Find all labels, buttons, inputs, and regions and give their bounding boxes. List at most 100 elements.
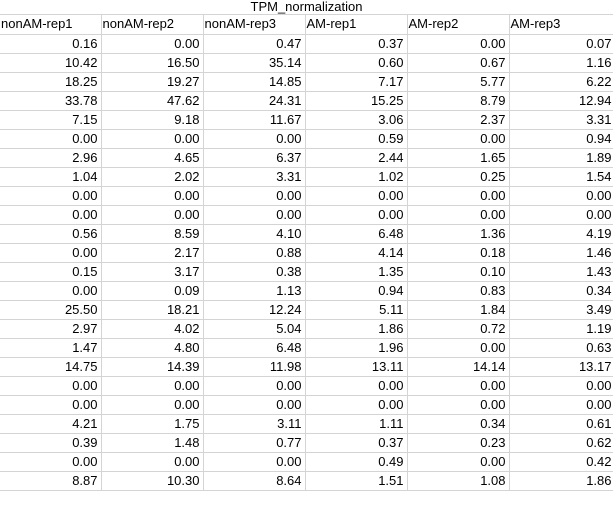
table-cell[interactable]: 0.63 xyxy=(509,338,613,358)
table-cell[interactable]: 0.00 xyxy=(407,34,510,54)
table-cell[interactable]: 0.00 xyxy=(101,452,204,472)
column-header-nonam-rep2[interactable]: nonAM-rep2 xyxy=(101,15,204,35)
table-cell[interactable]: 0.37 xyxy=(305,34,408,54)
table-cell[interactable]: 9.18 xyxy=(101,110,204,130)
table-cell[interactable]: 19.27 xyxy=(101,72,204,92)
table-cell[interactable]: 2.97 xyxy=(0,319,102,339)
table-cell[interactable]: 0.00 xyxy=(101,395,204,415)
table-cell[interactable]: 3.11 xyxy=(203,414,306,434)
table-cell[interactable]: 1.96 xyxy=(305,338,408,358)
table-cell[interactable]: 0.00 xyxy=(0,281,102,301)
table-cell[interactable]: 1.54 xyxy=(509,167,613,187)
table-cell[interactable]: 10.42 xyxy=(0,53,102,73)
table-cell[interactable]: 8.79 xyxy=(407,91,510,111)
table-cell[interactable]: 14.14 xyxy=(407,357,510,377)
table-cell[interactable]: 0.00 xyxy=(203,395,306,415)
table-cell[interactable]: 0.00 xyxy=(407,395,510,415)
table-cell[interactable]: 0.72 xyxy=(407,319,510,339)
table-cell[interactable]: 0.56 xyxy=(0,224,102,244)
column-header-am-rep1[interactable]: AM-rep1 xyxy=(305,15,408,35)
table-cell[interactable]: 1.46 xyxy=(509,243,613,263)
table-cell[interactable]: 1.43 xyxy=(509,262,613,282)
table-cell[interactable]: 12.94 xyxy=(509,91,613,111)
table-cell[interactable]: 12.24 xyxy=(203,300,306,320)
table-cell[interactable]: 2.17 xyxy=(101,243,204,263)
table-cell[interactable]: 15.25 xyxy=(305,91,408,111)
table-cell[interactable]: 0.00 xyxy=(509,395,613,415)
table-cell[interactable]: 14.75 xyxy=(0,357,102,377)
table-cell[interactable]: 4.10 xyxy=(203,224,306,244)
table-cell[interactable]: 0.00 xyxy=(0,243,102,263)
table-cell[interactable]: 1.86 xyxy=(305,319,408,339)
table-cell[interactable]: 4.65 xyxy=(101,148,204,168)
table-cell[interactable]: 0.18 xyxy=(407,243,510,263)
table-cell[interactable]: 6.48 xyxy=(305,224,408,244)
column-header-am-rep2[interactable]: AM-rep2 xyxy=(407,15,510,35)
table-cell[interactable]: 47.62 xyxy=(101,91,204,111)
table-cell[interactable]: 0.00 xyxy=(203,376,306,396)
table-cell[interactable]: 0.00 xyxy=(305,395,408,415)
table-cell[interactable]: 3.06 xyxy=(305,110,408,130)
table-cell[interactable]: 0.00 xyxy=(407,205,510,225)
table-cell[interactable]: 1.75 xyxy=(101,414,204,434)
table-cell[interactable]: 5.04 xyxy=(203,319,306,339)
table-cell[interactable]: 0.49 xyxy=(305,452,408,472)
table-cell[interactable]: 1.48 xyxy=(101,433,204,453)
table-cell[interactable]: 1.19 xyxy=(509,319,613,339)
table-cell[interactable]: 18.25 xyxy=(0,72,102,92)
table-cell[interactable]: 4.19 xyxy=(509,224,613,244)
table-cell[interactable]: 1.84 xyxy=(407,300,510,320)
table-cell[interactable]: 10.30 xyxy=(101,471,204,491)
table-cell[interactable]: 33.78 xyxy=(0,91,102,111)
table-cell[interactable]: 13.11 xyxy=(305,357,408,377)
table-cell[interactable]: 0.00 xyxy=(407,338,510,358)
table-cell[interactable]: 0.00 xyxy=(203,129,306,149)
table-cell[interactable]: 1.36 xyxy=(407,224,510,244)
table-cell[interactable]: 3.17 xyxy=(101,262,204,282)
table-cell[interactable]: 6.48 xyxy=(203,338,306,358)
table-cell[interactable]: 0.39 xyxy=(0,433,102,453)
table-cell[interactable]: 0.00 xyxy=(203,205,306,225)
table-cell[interactable]: 8.59 xyxy=(101,224,204,244)
table-cell[interactable]: 3.31 xyxy=(203,167,306,187)
table-cell[interactable]: 1.47 xyxy=(0,338,102,358)
table-cell[interactable]: 3.31 xyxy=(509,110,613,130)
table-cell[interactable]: 35.14 xyxy=(203,53,306,73)
table-cell[interactable]: 0.47 xyxy=(203,34,306,54)
table-cell[interactable]: 5.11 xyxy=(305,300,408,320)
table-cell[interactable]: 0.94 xyxy=(305,281,408,301)
table-cell[interactable]: 0.00 xyxy=(407,186,510,206)
table-cell[interactable]: 5.77 xyxy=(407,72,510,92)
table-cell[interactable]: 1.89 xyxy=(509,148,613,168)
table-cell[interactable]: 0.00 xyxy=(0,129,102,149)
table-cell[interactable]: 0.00 xyxy=(0,395,102,415)
table-cell[interactable]: 0.00 xyxy=(509,205,613,225)
table-cell[interactable]: 0.00 xyxy=(509,186,613,206)
table-cell[interactable]: 0.00 xyxy=(0,186,102,206)
table-cell[interactable]: 0.34 xyxy=(509,281,613,301)
table-cell[interactable]: 13.17 xyxy=(509,357,613,377)
table-cell[interactable]: 1.11 xyxy=(305,414,408,434)
table-cell[interactable]: 0.94 xyxy=(509,129,613,149)
table-cell[interactable]: 8.64 xyxy=(203,471,306,491)
table-cell[interactable]: 6.37 xyxy=(203,148,306,168)
table-cell[interactable]: 1.08 xyxy=(407,471,510,491)
table-cell[interactable]: 4.80 xyxy=(101,338,204,358)
table-cell[interactable]: 1.02 xyxy=(305,167,408,187)
table-cell[interactable]: 3.49 xyxy=(509,300,613,320)
table-cell[interactable]: 0.00 xyxy=(407,452,510,472)
table-cell[interactable]: 1.13 xyxy=(203,281,306,301)
table-cell[interactable]: 0.00 xyxy=(305,376,408,396)
table-cell[interactable]: 0.62 xyxy=(509,433,613,453)
table-cell[interactable]: 0.10 xyxy=(407,262,510,282)
table-cell[interactable]: 1.65 xyxy=(407,148,510,168)
table-cell[interactable]: 0.00 xyxy=(407,376,510,396)
column-header-nonam-rep1[interactable]: nonAM-rep1 xyxy=(0,15,102,35)
table-cell[interactable]: 1.51 xyxy=(305,471,408,491)
table-cell[interactable]: 0.00 xyxy=(101,205,204,225)
table-cell[interactable]: 0.42 xyxy=(509,452,613,472)
title-row[interactable]: TPM_normalization xyxy=(0,0,613,15)
table-cell[interactable]: 25.50 xyxy=(0,300,102,320)
table-cell[interactable]: 0.09 xyxy=(101,281,204,301)
table-cell[interactable]: 11.67 xyxy=(203,110,306,130)
